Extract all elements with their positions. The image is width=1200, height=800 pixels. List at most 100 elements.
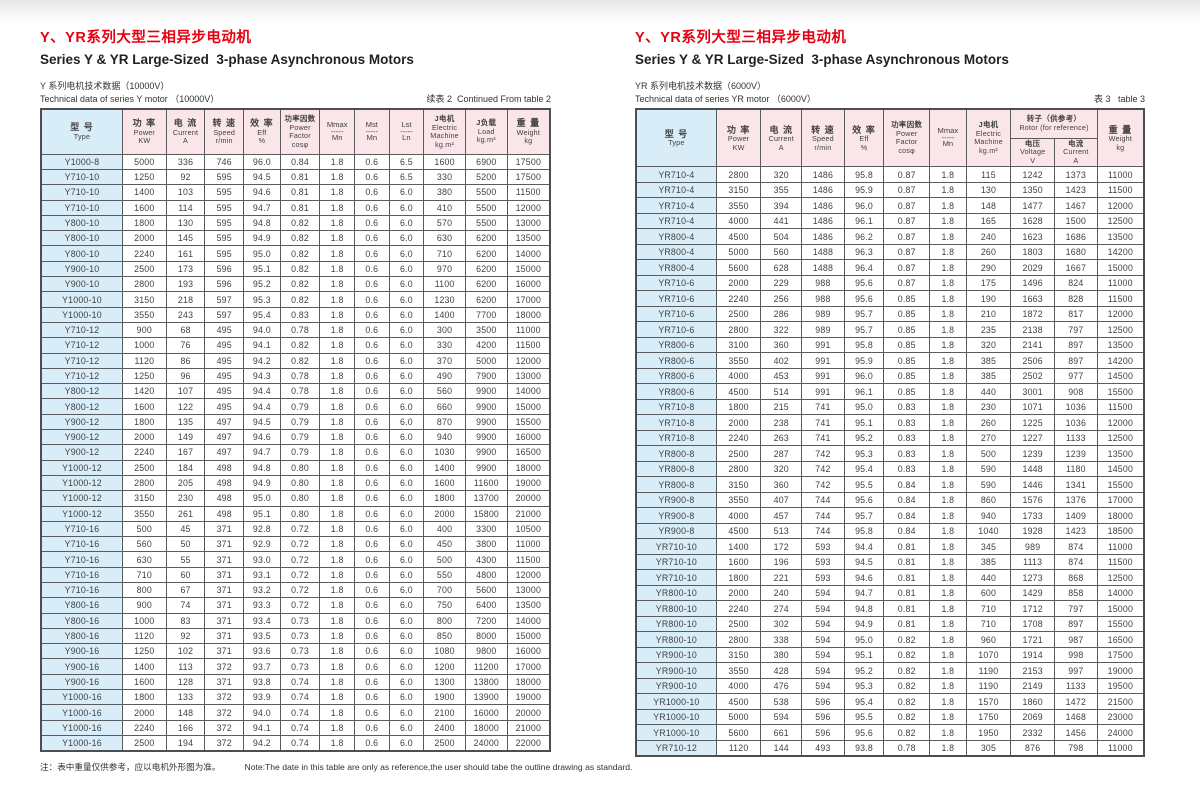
data-cell: 11500 bbox=[506, 337, 551, 354]
data-cell: 12500 bbox=[1096, 321, 1145, 338]
data-cell: 0.83 bbox=[883, 445, 931, 462]
data-cell: 4500 bbox=[715, 228, 762, 245]
data-cell: 1409 bbox=[1054, 507, 1098, 524]
data-cell: 876 bbox=[1010, 739, 1056, 757]
data-cell: 93.5 bbox=[243, 627, 281, 645]
data-cell: 1708 bbox=[1010, 615, 1056, 633]
table-row: Y1000-16 2500 194 372 94.2 0.74 1.8 0.6 6.0 2500 2… bbox=[40, 734, 551, 752]
data-cell: 1113 bbox=[1010, 553, 1056, 571]
data-cell: 600 bbox=[965, 584, 1012, 602]
data-cell: 128 bbox=[165, 673, 206, 691]
data-cell: 95.6 bbox=[843, 274, 885, 292]
motor-type-cell: YR710-4 bbox=[635, 212, 717, 230]
data-cell: 1.8 bbox=[319, 673, 355, 691]
data-cell: 235 bbox=[965, 321, 1012, 338]
data-cell: 95.0 bbox=[243, 490, 281, 507]
motor-type-cell: Y710-10 bbox=[40, 184, 123, 201]
data-cell: 0.84 bbox=[279, 153, 321, 170]
data-cell: 1800 bbox=[423, 490, 466, 507]
data-cell: 261 bbox=[165, 505, 206, 522]
data-cell: 2240 bbox=[121, 245, 167, 262]
data-cell: 2240 bbox=[715, 600, 762, 617]
data-cell: 50 bbox=[165, 536, 206, 553]
data-cell: 1.8 bbox=[929, 398, 967, 416]
data-cell: 0.6 bbox=[353, 474, 390, 492]
data-cell: 371 bbox=[204, 673, 245, 691]
motor-type-cell: Y900-16 bbox=[40, 673, 123, 691]
data-cell: 1.8 bbox=[319, 474, 355, 492]
data-cell: 1.8 bbox=[319, 199, 355, 216]
data-cell: 95.5 bbox=[843, 708, 885, 726]
data-cell: 1300 bbox=[423, 673, 466, 691]
data-cell: 149 bbox=[165, 429, 206, 446]
data-cell: 1.8 bbox=[319, 230, 355, 247]
data-cell: 286 bbox=[760, 305, 803, 323]
data-cell: 498 bbox=[204, 490, 245, 507]
data-cell: 1.8 bbox=[929, 166, 967, 183]
data-cell: 0.82 bbox=[279, 230, 321, 247]
data-cell: 16500 bbox=[506, 444, 551, 461]
data-cell: 495 bbox=[204, 367, 245, 385]
data-cell: 5000 bbox=[121, 153, 167, 170]
data-cell: 1496 bbox=[1010, 274, 1056, 292]
data-cell: 94.5 bbox=[243, 413, 281, 431]
data-cell: 402 bbox=[760, 352, 803, 369]
data-cell: 256 bbox=[760, 290, 803, 307]
motor-type-cell: Y1000-8 bbox=[40, 153, 123, 170]
data-cell: 1341 bbox=[1054, 476, 1098, 493]
data-cell: 0.80 bbox=[279, 459, 321, 476]
data-cell: 1423 bbox=[1054, 181, 1098, 199]
table-row: Y800-10 1800 130 595 94.8 0.82 1.8 0.6 6.0 570 550… bbox=[40, 214, 551, 232]
data-cell: 92 bbox=[165, 168, 206, 186]
column-header: 电 流 Current A bbox=[165, 108, 206, 155]
motor-type-cell: YR800-6 bbox=[635, 367, 717, 385]
data-cell: 1400 bbox=[715, 538, 762, 555]
data-cell: 95.6 bbox=[843, 491, 885, 509]
data-cell: 5000 bbox=[464, 352, 508, 369]
data-cell: 970 bbox=[423, 260, 466, 278]
data-cell: 95.9 bbox=[843, 352, 885, 369]
data-cell: 497 bbox=[204, 429, 245, 446]
data-cell: 83 bbox=[165, 612, 206, 629]
data-cell: 5500 bbox=[464, 214, 508, 232]
table-row: YR710-12 1120 144 493 93.8 0.78 1.8 305 876 798 11… bbox=[635, 739, 1145, 757]
table-row: YR800-6 4500 514 991 96.1 0.85 1.8 440 3001 908 15… bbox=[635, 383, 1145, 400]
data-cell: 0.83 bbox=[279, 306, 321, 323]
data-cell: 3001 bbox=[1010, 383, 1056, 400]
data-cell: 0.82 bbox=[883, 708, 931, 726]
data-cell: 595 bbox=[204, 245, 245, 262]
data-cell: 93.0 bbox=[243, 551, 281, 568]
data-cell: 6.0 bbox=[388, 689, 425, 706]
data-cell: 850 bbox=[423, 627, 466, 645]
data-cell: 0.87 bbox=[883, 197, 931, 214]
table-body: YR710-4 2800 320 1486 95.8 0.87 1.8 115 1242 1373… bbox=[635, 166, 1145, 757]
data-cell: 1.8 bbox=[319, 658, 355, 675]
data-cell: 0.6 bbox=[353, 581, 390, 599]
data-cell: 96 bbox=[165, 367, 206, 385]
data-cell: 0.6 bbox=[353, 673, 390, 691]
data-cell: 1477 bbox=[1010, 197, 1056, 214]
data-cell: 0.80 bbox=[279, 505, 321, 522]
data-cell: 1239 bbox=[1054, 445, 1098, 462]
data-cell: 113 bbox=[165, 658, 206, 675]
data-cell: 0.83 bbox=[883, 414, 931, 431]
data-cell: 0.85 bbox=[883, 336, 931, 354]
motor-type-cell: YR1000-10 bbox=[635, 708, 717, 726]
table-row: Y1000-16 1800 133 372 93.9 0.74 1.8 0.6 6.0 1900 1… bbox=[40, 689, 551, 706]
data-cell: 1250 bbox=[121, 643, 167, 660]
data-cell: 1036 bbox=[1054, 414, 1098, 431]
data-cell: 3550 bbox=[715, 662, 762, 679]
data-cell: 991 bbox=[801, 383, 845, 400]
column-header: 型 号 Type bbox=[635, 108, 717, 168]
motor-type-cell: YR900-10 bbox=[635, 677, 717, 695]
data-cell: 2400 bbox=[423, 719, 466, 736]
data-cell: 594 bbox=[801, 677, 845, 695]
data-cell: 1.8 bbox=[319, 367, 355, 385]
data-cell: 1472 bbox=[1054, 693, 1098, 710]
data-cell: 6.0 bbox=[388, 566, 425, 584]
data-cell: 144 bbox=[760, 739, 803, 757]
data-cell: 18000 bbox=[506, 306, 551, 323]
data-cell: 6.0 bbox=[388, 429, 425, 446]
data-cell: 2000 bbox=[715, 414, 762, 431]
data-cell: 590 bbox=[965, 460, 1012, 478]
